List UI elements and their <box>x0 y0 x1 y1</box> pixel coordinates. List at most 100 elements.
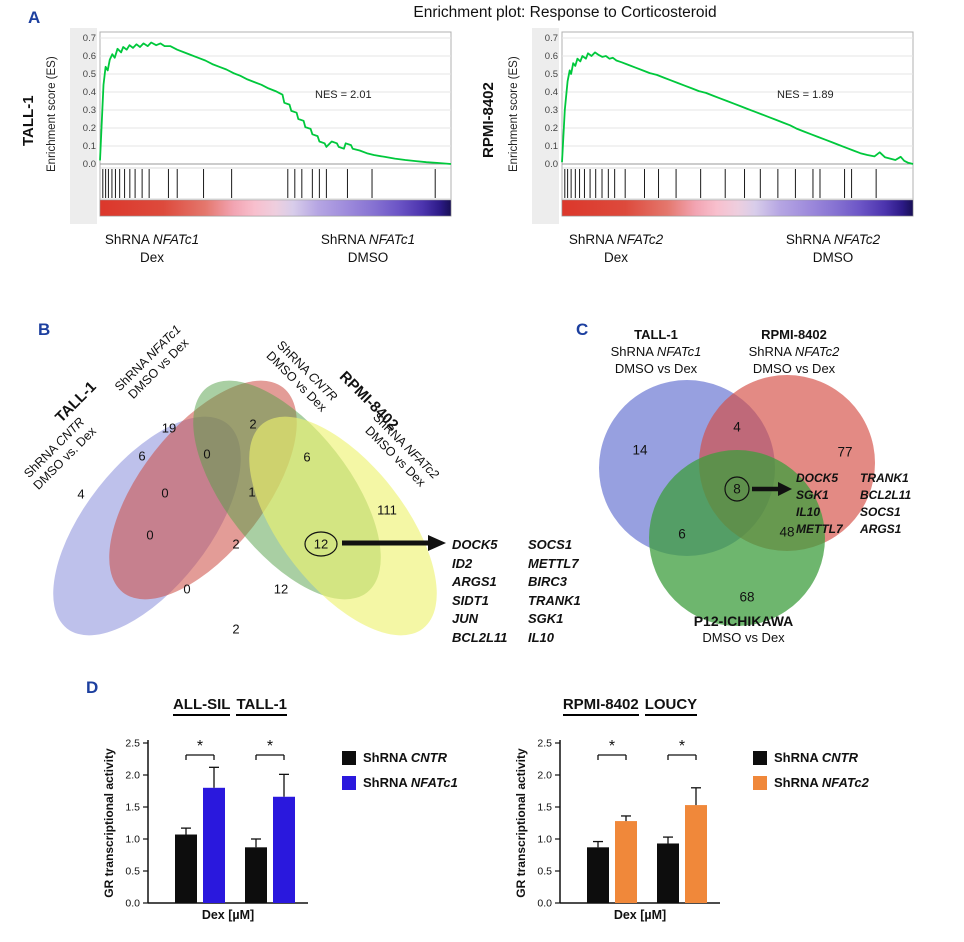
y-tick-label: 2.0 <box>537 770 552 782</box>
region-count: 77 <box>837 445 852 460</box>
gene-name: ARGS1 <box>860 522 902 536</box>
y-tick-label: 1.0 <box>125 834 140 846</box>
region-count: 6 <box>678 527 686 542</box>
y-tick-label: 1.5 <box>125 802 140 814</box>
gene-row: JUN SGK1 <box>452 610 581 629</box>
venn4-gene-list: DOCK5 SOCS1 ID2 METTL7 ARGS1 BIRC3 SIDT1 TRANK1… <box>452 536 581 647</box>
cell-line-label-tall1: TALL-1 <box>20 95 37 146</box>
venn3-label-sub2: DMSO vs Dex <box>614 360 698 376</box>
gene-name: TRANK1 <box>528 592 581 608</box>
gene-name: TRANK1 <box>860 471 909 485</box>
y-tick-label: 1.5 <box>537 802 552 814</box>
region-count: 14 <box>632 443 648 458</box>
gene-name: IL10 <box>796 505 821 519</box>
bar <box>175 834 197 903</box>
bar <box>657 843 679 903</box>
gene-name: DOCK5 <box>796 471 839 485</box>
y-tick-label: 0.2 <box>545 123 558 134</box>
circled-region <box>304 531 338 557</box>
region-count: 48 <box>779 525 794 540</box>
y-tick-label: 2.5 <box>537 738 552 750</box>
legend-label: ShRNA NFATc1 <box>363 775 458 790</box>
region-count: 0 <box>203 447 210 462</box>
venn3-label-sub1: ShRNA NFATc2 <box>748 343 840 359</box>
y-tick-label: 0.1 <box>545 141 558 152</box>
venn3-label-p12: P12-ICHIKAWA DMSO vs Dex <box>676 612 811 647</box>
y-tick-label: 0.0 <box>125 898 140 910</box>
gene-name: ID2 <box>452 555 473 571</box>
legend-item: ShRNA CNTR <box>753 750 869 765</box>
gene-row: DOCK5 SOCS1 <box>452 536 581 555</box>
region-count: 2 <box>232 622 239 637</box>
region-count: 12 <box>314 537 328 552</box>
condition-line2: Dex <box>139 250 164 266</box>
gene-row: ID2 METTL7 <box>452 555 581 574</box>
venn3-label-sub: DMSO vs Dex <box>702 630 785 646</box>
phenotype-gradient-bar <box>561 199 914 217</box>
y-tick-label: 0.5 <box>83 69 96 80</box>
y-tick-label: 1.0 <box>537 834 552 846</box>
venn3-label-bold: P12-ICHIKAWA <box>693 613 794 629</box>
y-tick-label: 0.6 <box>545 51 558 62</box>
circled-region <box>724 476 750 502</box>
panel-letter-d: D <box>86 678 99 697</box>
enrichment-curve <box>561 51 914 165</box>
gene-name: IL10 <box>528 629 555 645</box>
gene-row: BCL2L11 IL10 <box>452 629 581 648</box>
gene-name: SOCS1 <box>528 537 573 552</box>
panel-letter-b: B <box>38 320 51 339</box>
y-tick-label: 0.7 <box>83 33 96 44</box>
cell-line-title: LOUCY <box>644 696 698 716</box>
plot-margin <box>70 28 97 224</box>
condition-line2: Dex <box>603 250 628 266</box>
y-tick-label: 0.0 <box>537 898 552 910</box>
gene-name: SGK1 <box>796 488 829 502</box>
bar <box>245 847 267 903</box>
gene-row: DOCK5 TRANK1 <box>796 470 911 487</box>
bar <box>203 787 225 903</box>
enrichment-curve <box>99 41 452 165</box>
sig-star: * <box>609 738 615 755</box>
legend-right: ShRNA CNTR ShRNA NFATc2 <box>753 750 869 800</box>
venn3-diagram: 14 4 77 8 6 48 68 <box>599 375 875 626</box>
legend-label: ShRNA CNTR <box>363 750 448 765</box>
bar <box>685 805 707 903</box>
legend-swatch <box>342 775 356 790</box>
gene-name: SGK1 <box>528 611 564 626</box>
y-tick-label: 0.1 <box>83 141 96 152</box>
gsea-plot-rpmi8402: 0.0 0.1 0.2 0.3 0.4 0.5 0.6 0.7 NES = 1.89 <box>532 28 914 224</box>
region-count: 19 <box>162 421 176 436</box>
legend-label: ShRNA NFATc2 <box>774 775 869 790</box>
bar-chart-title-left: ALL-SIL TALL-1 <box>130 696 330 716</box>
venn3-label-tall1: TALL-1 ShRNA NFATc1 DMSO vs Dex <box>592 327 720 378</box>
region-count: 4 <box>733 420 741 435</box>
y-tick-label: 0.6 <box>83 51 96 62</box>
gene-name: JUN <box>452 611 479 626</box>
y-tick-label: 0.4 <box>83 87 96 98</box>
y-tick-label: 0.3 <box>545 105 558 116</box>
x-axis-title: Dex [µM] <box>614 908 666 922</box>
venn3-label-sub1: ShRNA NFATc1 <box>610 343 702 359</box>
cell-line-title: RPMI-8402 <box>562 696 639 716</box>
cell-line-label-rpmi8402: RPMI-8402 <box>480 82 497 158</box>
venn3-label-rpmi8402: RPMI-8402 ShRNA NFATc2 DMSO vs Dex <box>728 327 860 378</box>
nes-value: NES = 2.01 <box>315 89 372 101</box>
sig-star: * <box>197 738 203 755</box>
region-count: 1 <box>248 485 255 500</box>
gene-row: SGK1 BCL2L11 <box>796 487 911 504</box>
venn-ellipse <box>249 416 437 636</box>
panel-letter-c: C <box>576 320 589 339</box>
region-count: 2 <box>232 537 239 552</box>
y-axis-label-es-left: Enrichment score (ES) <box>46 56 58 172</box>
gene-name: METTL7 <box>528 555 579 571</box>
arrow-icon <box>752 482 792 496</box>
y-tick-label: 0.5 <box>537 866 552 878</box>
venn3-label-bold: TALL-1 <box>634 327 678 342</box>
gene-name: BCL2L11 <box>452 629 508 645</box>
y-tick-label: 0.5 <box>545 69 558 80</box>
y-axis-label-es-right: Enrichment score (ES) <box>508 56 520 172</box>
condition-line1: ShRNA NFATc1 <box>320 232 416 247</box>
venn4-diagram: 4 19 2 111 6 0 6 0 1 0 2 12 0 12 2 <box>53 380 437 637</box>
y-tick-label: 2.5 <box>125 738 140 750</box>
